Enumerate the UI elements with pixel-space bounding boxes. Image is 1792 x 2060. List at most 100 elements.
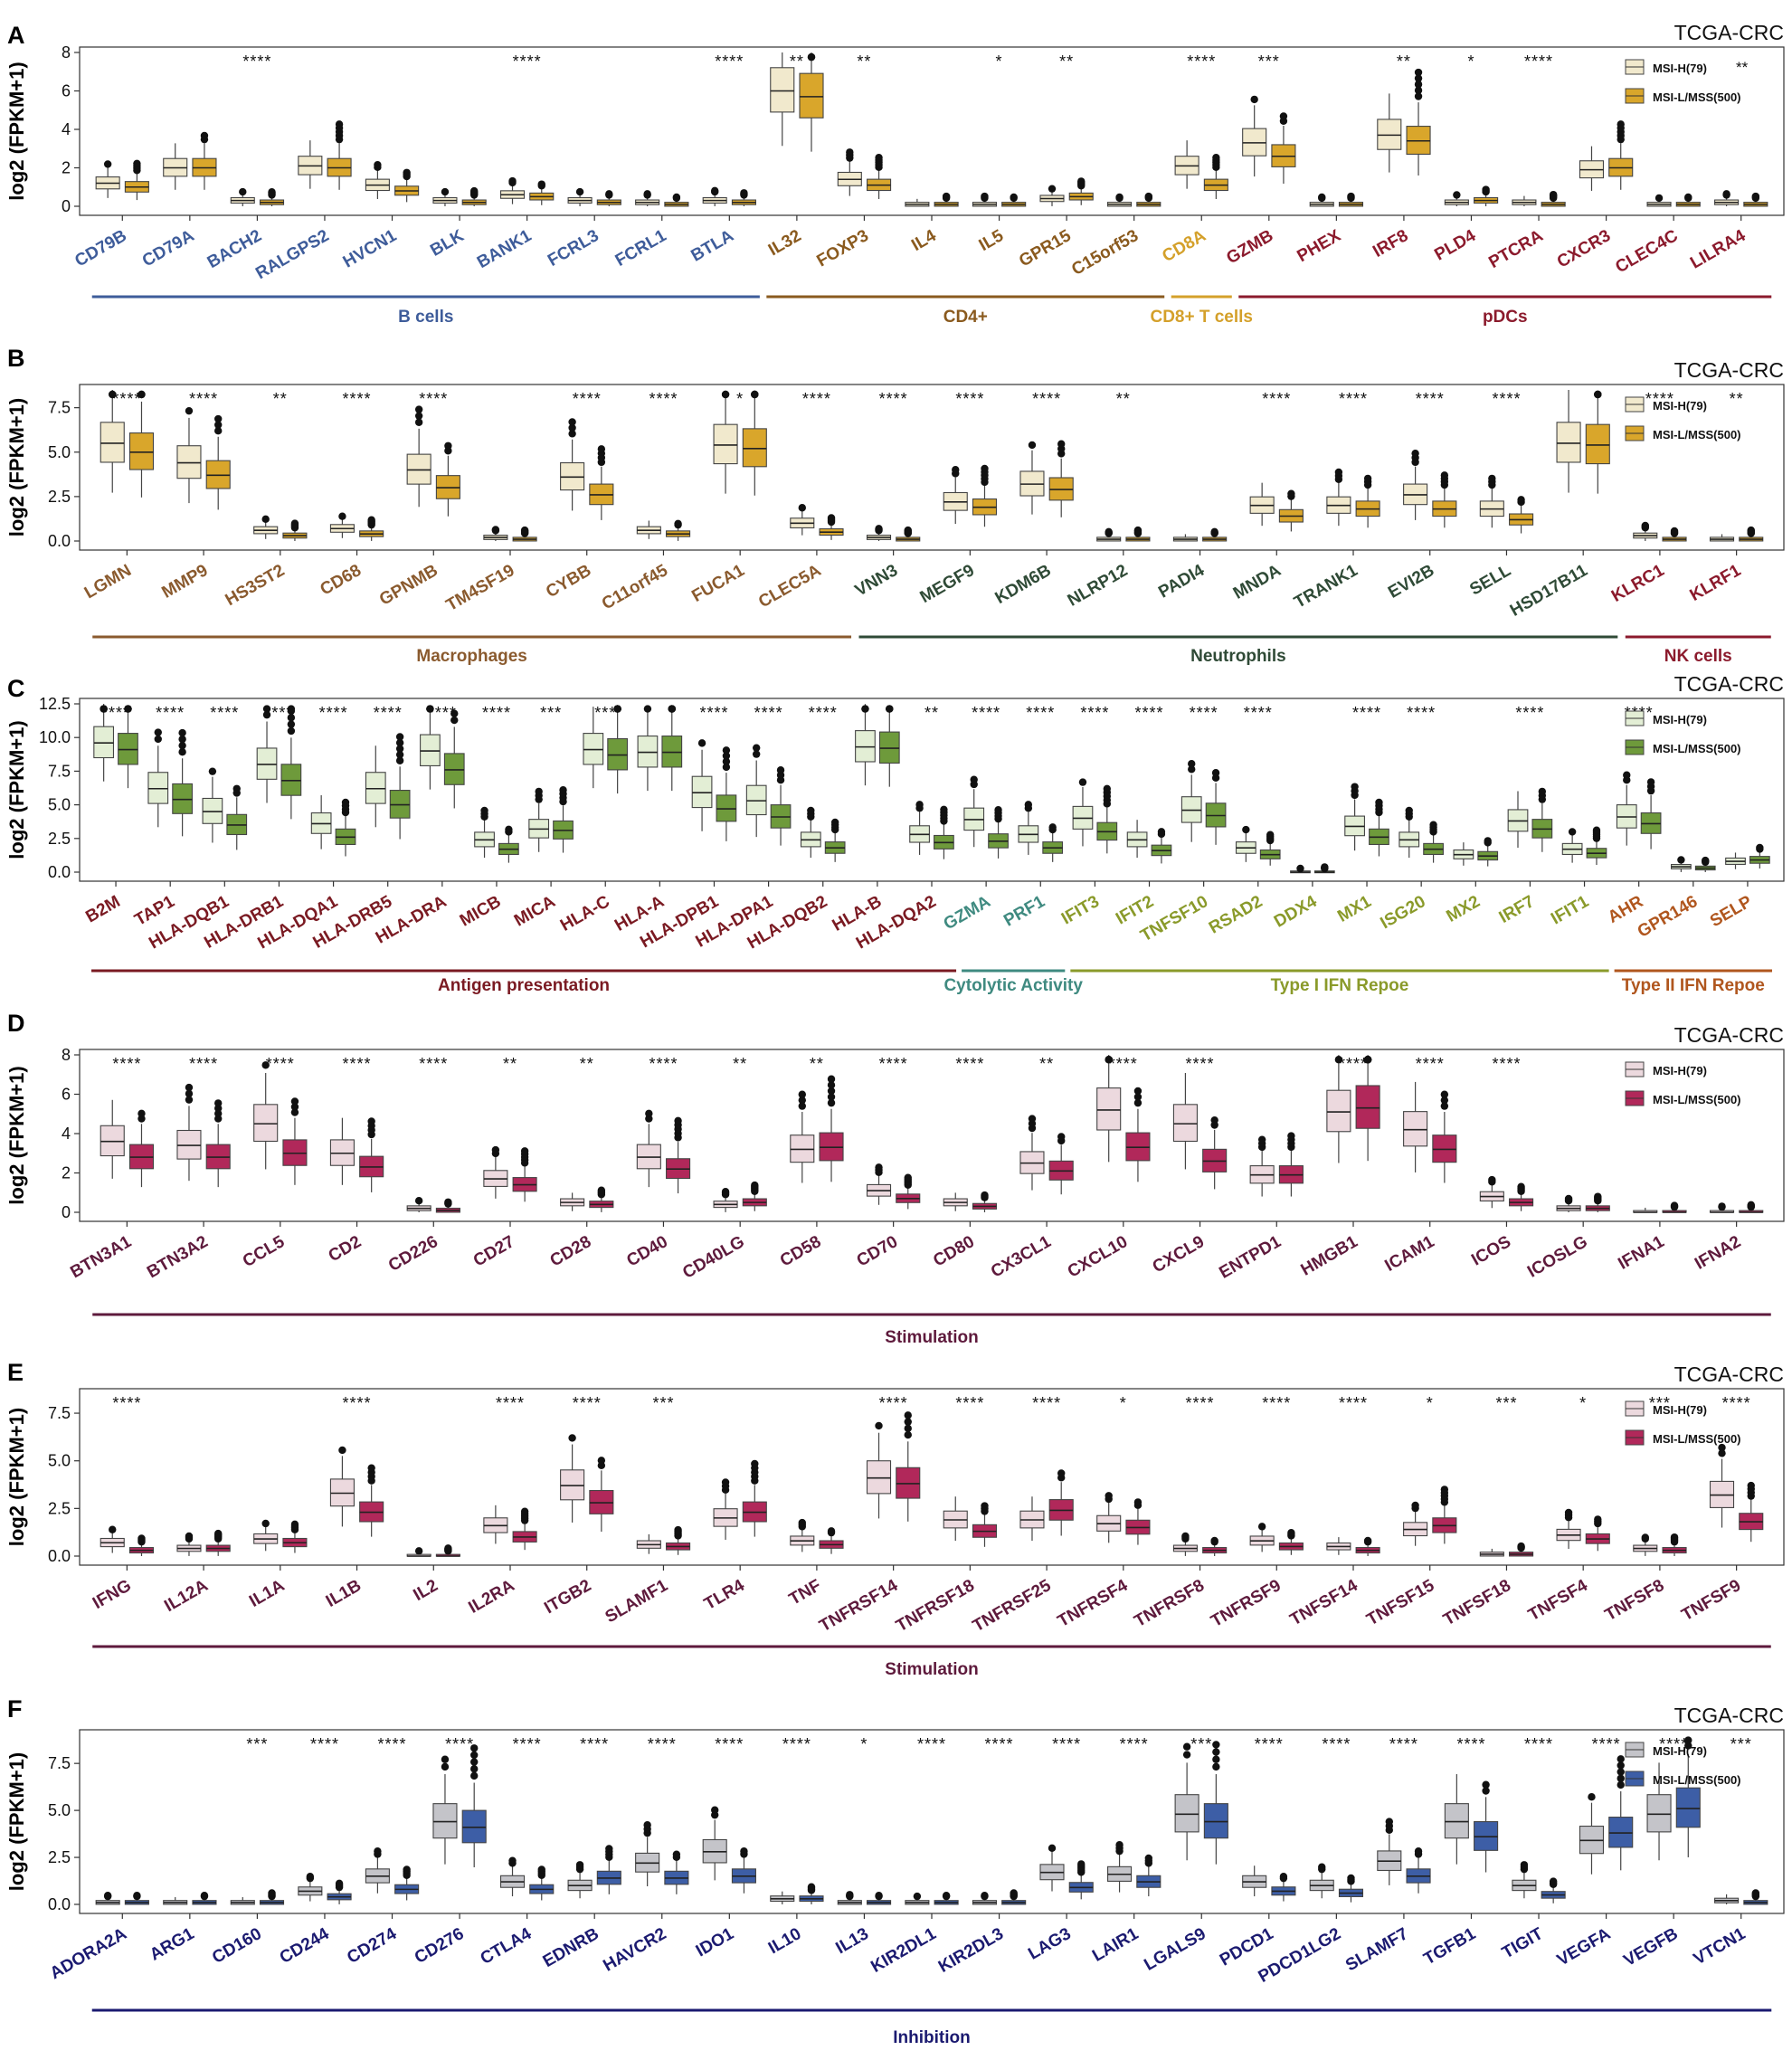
significance-label: **** xyxy=(1187,52,1216,71)
significance-label: **** xyxy=(1109,1055,1138,1073)
outlier-point xyxy=(846,1891,854,1899)
outlier-point xyxy=(508,1856,517,1865)
box-high-IFIT3 xyxy=(1072,778,1094,847)
outlier-point xyxy=(1133,1498,1143,1506)
significance-label: **** xyxy=(1080,704,1109,722)
significance-label: **** xyxy=(513,1735,542,1753)
outlier-point xyxy=(1105,527,1113,536)
box-low-HLA-DRB5 xyxy=(389,733,411,840)
outlier-point xyxy=(827,1098,836,1107)
box-high-HLA-DQA1 xyxy=(310,795,332,850)
gene-tick-label: CD8A xyxy=(1159,226,1209,266)
outlier-point xyxy=(185,1532,194,1541)
significance-label: **** xyxy=(955,1394,984,1412)
outlier-point xyxy=(1405,806,1413,815)
box-low-PDCD1LG2 xyxy=(1338,1874,1364,1903)
box-high-FUCA1 xyxy=(713,390,738,494)
significance-label: **** xyxy=(343,1055,372,1073)
box-body xyxy=(1174,1794,1199,1833)
gene-tick-label: TNF xyxy=(786,1576,824,1609)
box-low-BTN3A2 xyxy=(205,1099,231,1188)
outlier-point xyxy=(1756,843,1764,852)
outlier-point xyxy=(1157,828,1166,836)
gene-tick-label: MMP9 xyxy=(159,561,212,603)
legend: MSI-H(79) MSI-L/MSS(500) ** xyxy=(1625,59,1749,104)
box-low-HLA-DRB1 xyxy=(280,705,302,820)
gene-tick-label: KIR2DL3 xyxy=(935,1924,1007,1977)
box-low-BACH2 xyxy=(259,187,285,206)
gene-tick-label: IL1B xyxy=(323,1576,365,1611)
significance-label: **** xyxy=(955,390,984,408)
box-low-CD226 xyxy=(435,1198,460,1213)
outlier-point xyxy=(1347,192,1355,201)
box-high-KDM6B xyxy=(1019,441,1045,515)
box-low-PDCD1 xyxy=(1271,1872,1296,1902)
box-low-LILRA4 xyxy=(1743,192,1768,207)
box-high-VEGFB xyxy=(1646,1762,1672,1861)
gene-HMGB1: **** HMGB1 xyxy=(1298,1055,1380,1280)
box-low-IL1A xyxy=(282,1520,308,1553)
gene-tick-label: GZMA xyxy=(941,892,994,934)
gene-tick-label: BLK xyxy=(427,226,468,261)
box-body xyxy=(691,775,713,809)
box-low-KLRC1 xyxy=(1662,527,1687,542)
outlier-point xyxy=(798,1102,806,1110)
significance-label: **** xyxy=(112,1055,141,1073)
outlier-point xyxy=(185,1083,194,1092)
outlier-point xyxy=(214,421,223,429)
gene-FUCA1: * FUCA1 xyxy=(688,390,767,606)
box-high-GZMA xyxy=(963,775,985,848)
gene-IRF8: ** IRF8 xyxy=(1370,52,1431,261)
outlier-point xyxy=(1747,1201,1755,1210)
outlier-point xyxy=(798,1518,806,1527)
outlier-point xyxy=(1655,194,1664,203)
y-tick-label: 5.0 xyxy=(48,1452,71,1470)
significance-label: ** xyxy=(1059,52,1074,71)
outlier-point xyxy=(645,1109,653,1118)
outlier-point xyxy=(1211,769,1220,777)
gene-VEGFB: **** VEGFB xyxy=(1620,1735,1701,1970)
box-low-IL32 xyxy=(799,52,824,152)
box-body xyxy=(1355,1085,1380,1129)
box-low-MNDA xyxy=(1278,489,1304,532)
gene-TM4SF19: TM4SF19 xyxy=(443,526,537,615)
gene-tick-label: CD244 xyxy=(277,1924,333,1968)
outlier-point xyxy=(740,189,748,197)
box-low-HLA-DQA2 xyxy=(934,805,954,859)
gene-PDCD1LG2: ****PDCD1LG2 xyxy=(1256,1735,1364,1987)
group-label: Macrophages xyxy=(416,647,526,666)
box-body xyxy=(365,772,386,804)
box-high-KIR2DL3 xyxy=(972,1891,997,1905)
y-tick-label: 2.5 xyxy=(48,830,71,848)
box-high-IFIT1 xyxy=(1561,828,1583,863)
outlier-point xyxy=(268,1889,276,1897)
box-body xyxy=(1675,1787,1701,1828)
box-high-CD58 xyxy=(790,1090,815,1183)
gene-CD80: **** CD80 xyxy=(930,1055,998,1271)
outlier-point xyxy=(827,1093,836,1101)
gene-IL10: **** IL10 xyxy=(765,1735,824,1958)
gene-tick-label: BTN3A2 xyxy=(144,1232,212,1282)
outlier-point xyxy=(154,735,162,744)
outlier-point xyxy=(185,406,194,415)
box-low-CXCL9 xyxy=(1202,1115,1228,1190)
outlier-point xyxy=(1414,86,1423,95)
gene-LAG3: **** LAG3 xyxy=(1025,1735,1094,1964)
significance-label: **** xyxy=(1032,390,1061,408)
y-tick-label: 0.0 xyxy=(48,863,71,881)
y-tick-label: 7.5 xyxy=(48,762,71,780)
box-low-CD160 xyxy=(259,1889,285,1905)
box-low-SLAMF1 xyxy=(666,1525,691,1555)
gene-tick-label: IFNG xyxy=(90,1576,135,1613)
box-high-SLAMF7 xyxy=(1377,1818,1402,1885)
box-high-TNFSF14 xyxy=(1326,1537,1351,1555)
gene-tick-label: TNFRSF18 xyxy=(893,1576,978,1636)
box-body xyxy=(280,764,302,796)
panel-letter: B xyxy=(7,345,25,372)
outlier-point xyxy=(1182,1751,1191,1759)
box-high-MNDA xyxy=(1249,482,1275,527)
gene-tick-label: VNN3 xyxy=(852,561,901,601)
box-low-CD40LG xyxy=(742,1181,767,1211)
outlier-point xyxy=(1670,1533,1679,1542)
